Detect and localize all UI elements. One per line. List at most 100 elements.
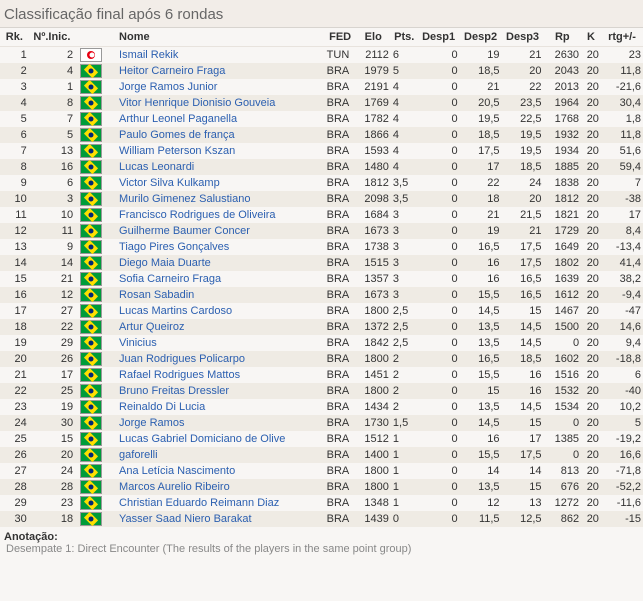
- cell-flag: [75, 463, 106, 479]
- cell-k: 20: [581, 479, 601, 495]
- player-link[interactable]: Murilo Gimenez Salustiano: [119, 193, 250, 205]
- cell-rp: 862: [544, 511, 582, 527]
- player-link[interactable]: Reinaldo Di Lucia: [119, 401, 205, 413]
- player-link[interactable]: Christian Eduardo Reimann Diaz: [119, 497, 279, 509]
- cell-fed: BRA: [325, 303, 356, 319]
- cell-k: 20: [581, 159, 601, 175]
- player-link[interactable]: Lucas Leonardi: [119, 161, 194, 173]
- cell-flag: [75, 255, 106, 271]
- flag-icon: [80, 400, 102, 414]
- cell-inic: 6: [29, 175, 75, 191]
- table-header-row: Rk. Nº.Inic. Nome FED Elo Pts. Desp1 Des…: [0, 28, 643, 47]
- cell-k: 20: [581, 63, 601, 79]
- player-link[interactable]: Heitor Carneiro Fraga: [119, 65, 225, 77]
- cell-blank: [106, 335, 117, 351]
- cell-d2: 18: [460, 191, 502, 207]
- cell-d1: 0: [418, 287, 460, 303]
- cell-rk: 1: [0, 47, 29, 64]
- player-link[interactable]: Vitor Henrique Dionisio Gouveia: [119, 97, 275, 109]
- cell-d2: 12: [460, 495, 502, 511]
- player-link[interactable]: Jorge Ramos: [119, 417, 184, 429]
- player-link[interactable]: Guilherme Baumer Concer: [119, 225, 250, 237]
- cell-flag: [75, 127, 106, 143]
- cell-d1: 0: [418, 159, 460, 175]
- player-link[interactable]: Lucas Martins Cardoso: [119, 305, 232, 317]
- table-row: 2430Jorge RamosBRA17301,5014,5150205: [0, 415, 643, 431]
- cell-blank: [106, 447, 117, 463]
- cell-name: Lucas Gabriel Domiciano de Olive: [117, 431, 325, 447]
- cell-rp: 1885: [544, 159, 582, 175]
- player-link[interactable]: Paulo Gomes de frança: [119, 129, 235, 141]
- col-k: K: [581, 28, 601, 47]
- cell-pts: 2,5: [391, 303, 418, 319]
- cell-fed: BRA: [325, 447, 356, 463]
- player-link[interactable]: Bruno Freitas Dressler: [119, 385, 229, 397]
- cell-fed: BRA: [325, 479, 356, 495]
- player-link[interactable]: Marcos Aurelio Ribeiro: [119, 481, 230, 493]
- cell-pts: 2: [391, 383, 418, 399]
- player-link[interactable]: Vinicius: [119, 337, 157, 349]
- player-link[interactable]: gaforelli: [119, 449, 158, 461]
- cell-d3: 17,5: [502, 255, 544, 271]
- flag-icon: [80, 176, 102, 190]
- cell-elo: 1800: [356, 479, 391, 495]
- cell-rk: 7: [0, 143, 29, 159]
- cell-rp: 0: [544, 415, 582, 431]
- cell-rtg: 51,6: [601, 143, 643, 159]
- footer-note: Desempate 1: Direct Encounter (The resul…: [4, 543, 639, 555]
- player-link[interactable]: William Peterson Kszan: [119, 145, 235, 157]
- table-row: 2026Juan Rodrigues PolicarpoBRA18002016,…: [0, 351, 643, 367]
- player-link[interactable]: Tiago Pires Gonçalves: [119, 241, 229, 253]
- player-link[interactable]: Sofia Carneiro Fraga: [119, 273, 221, 285]
- cell-blank: [106, 271, 117, 287]
- flag-icon: [80, 384, 102, 398]
- cell-d3: 18,5: [502, 159, 544, 175]
- table-row: 103Murilo Gimenez SalustianoBRA20983,501…: [0, 191, 643, 207]
- player-link[interactable]: Victor Silva Kulkamp: [119, 177, 220, 189]
- player-link[interactable]: Diego Maia Duarte: [119, 257, 211, 269]
- cell-flag: [75, 223, 106, 239]
- player-link[interactable]: Arthur Leonel Paganella: [119, 113, 237, 125]
- cell-d2: 18,5: [460, 127, 502, 143]
- cell-fed: BRA: [325, 319, 356, 335]
- cell-d2: 16: [460, 431, 502, 447]
- col-rk: Rk.: [0, 28, 29, 47]
- player-link[interactable]: Ana Letícia Nascimento: [119, 465, 235, 477]
- player-link[interactable]: Francisco Rodrigues de Oliveira: [119, 209, 276, 221]
- cell-name: Jorge Ramos Junior: [117, 79, 325, 95]
- cell-name: gaforelli: [117, 447, 325, 463]
- player-link[interactable]: Yasser Saad Niero Barakat: [119, 513, 251, 525]
- flag-icon: [80, 512, 102, 526]
- cell-pts: 4: [391, 159, 418, 175]
- cell-name: Yasser Saad Niero Barakat: [117, 511, 325, 527]
- cell-pts: 5: [391, 63, 418, 79]
- cell-fed: BRA: [325, 223, 356, 239]
- cell-rp: 1838: [544, 175, 582, 191]
- player-link[interactable]: Artur Queiroz: [119, 321, 184, 333]
- cell-rp: 2013: [544, 79, 582, 95]
- cell-inic: 23: [29, 495, 75, 511]
- cell-rp: 0: [544, 447, 582, 463]
- cell-name: Tiago Pires Gonçalves: [117, 239, 325, 255]
- cell-elo: 1593: [356, 143, 391, 159]
- cell-d3: 14: [502, 463, 544, 479]
- cell-k: 20: [581, 191, 601, 207]
- player-link[interactable]: Rosan Sabadin: [119, 289, 194, 301]
- cell-elo: 1800: [356, 383, 391, 399]
- cell-elo: 1812: [356, 175, 391, 191]
- cell-inic: 13: [29, 143, 75, 159]
- cell-k: 20: [581, 319, 601, 335]
- cell-d3: 20: [502, 63, 544, 79]
- player-link[interactable]: Rafael Rodrigues Mattos: [119, 369, 240, 381]
- player-link[interactable]: Ismail Rekik: [119, 49, 178, 61]
- table-row: 57Arthur Leonel PaganellaBRA17824019,522…: [0, 111, 643, 127]
- cell-rtg: -18,8: [601, 351, 643, 367]
- player-link[interactable]: Lucas Gabriel Domiciano de Olive: [119, 433, 285, 445]
- player-link[interactable]: Jorge Ramos Junior: [119, 81, 217, 93]
- cell-d2: 15,5: [460, 447, 502, 463]
- cell-d2: 14,5: [460, 303, 502, 319]
- player-link[interactable]: Juan Rodrigues Policarpo: [119, 353, 245, 365]
- cell-inic: 18: [29, 511, 75, 527]
- cell-d1: 0: [418, 351, 460, 367]
- cell-rtg: -13,4: [601, 239, 643, 255]
